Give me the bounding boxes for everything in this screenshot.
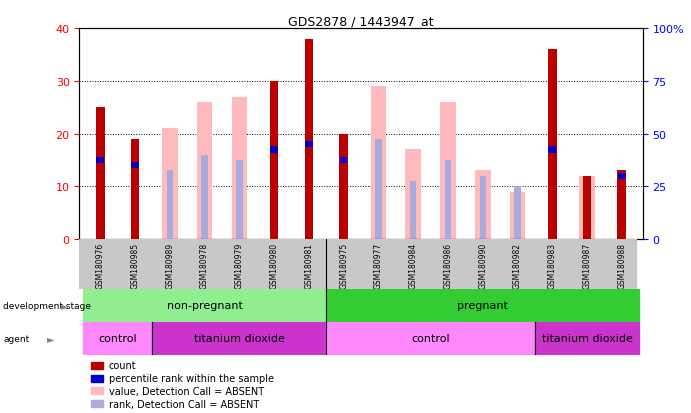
Bar: [326, 289, 639, 322]
Bar: [548, 50, 556, 240]
Bar: [91, 387, 103, 394]
Bar: [535, 322, 639, 355]
Text: development stage: development stage: [3, 301, 91, 310]
Bar: [549, 147, 556, 153]
Text: GSM180987: GSM180987: [583, 242, 591, 288]
Bar: [131, 163, 139, 169]
Bar: [584, 182, 590, 240]
Text: GSM180984: GSM180984: [408, 242, 417, 288]
Bar: [83, 289, 326, 322]
Text: percentile rank within the sample: percentile rank within the sample: [108, 373, 274, 383]
Text: GSM180983: GSM180983: [548, 242, 557, 288]
Bar: [514, 187, 520, 240]
Bar: [340, 157, 348, 164]
Bar: [91, 375, 103, 382]
Title: GDS2878 / 1443947_at: GDS2878 / 1443947_at: [288, 15, 434, 28]
Bar: [270, 147, 278, 153]
Text: GSM180981: GSM180981: [305, 242, 314, 288]
Bar: [97, 157, 104, 164]
Text: non-pregnant: non-pregnant: [167, 301, 243, 311]
Text: GSM180988: GSM180988: [617, 242, 626, 288]
Bar: [406, 150, 421, 240]
Bar: [153, 322, 326, 355]
Bar: [440, 102, 456, 240]
Text: ►: ►: [47, 334, 55, 344]
Text: GSM180989: GSM180989: [165, 242, 174, 288]
Text: pregnant: pregnant: [457, 301, 508, 311]
Bar: [91, 362, 103, 369]
Bar: [579, 176, 595, 240]
Text: GSM180980: GSM180980: [269, 242, 278, 288]
Text: GSM180976: GSM180976: [96, 242, 105, 288]
Text: titanium dioxide: titanium dioxide: [194, 334, 285, 344]
Bar: [162, 129, 178, 240]
Bar: [370, 87, 386, 240]
Bar: [339, 134, 348, 240]
Bar: [475, 171, 491, 240]
Text: GSM180977: GSM180977: [374, 242, 383, 288]
Bar: [583, 176, 591, 240]
Text: value, Detection Call = ABSENT: value, Detection Call = ABSENT: [108, 386, 264, 396]
Bar: [480, 176, 486, 240]
Text: GSM180982: GSM180982: [513, 242, 522, 288]
Bar: [236, 161, 243, 240]
Text: GSM180978: GSM180978: [200, 242, 209, 288]
Text: count: count: [108, 361, 136, 370]
Bar: [202, 155, 208, 240]
Bar: [326, 322, 535, 355]
Bar: [96, 108, 104, 240]
Text: control: control: [98, 334, 137, 344]
Text: rank, Detection Call = ABSENT: rank, Detection Call = ABSENT: [108, 399, 259, 409]
Bar: [197, 102, 212, 240]
Bar: [91, 400, 103, 407]
Text: GSM180990: GSM180990: [478, 242, 487, 288]
Bar: [375, 140, 381, 240]
Text: agent: agent: [3, 334, 30, 343]
Bar: [83, 322, 153, 355]
Text: GSM180975: GSM180975: [339, 242, 348, 288]
Bar: [618, 173, 625, 180]
Text: ►: ►: [61, 301, 68, 311]
Text: control: control: [411, 334, 450, 344]
Bar: [231, 97, 247, 240]
Bar: [305, 39, 313, 240]
Text: GSM180985: GSM180985: [131, 242, 140, 288]
Bar: [445, 161, 451, 240]
Text: GSM180979: GSM180979: [235, 242, 244, 288]
Bar: [618, 171, 626, 240]
Bar: [510, 192, 525, 240]
Bar: [131, 140, 140, 240]
Bar: [305, 142, 313, 148]
Bar: [167, 171, 173, 240]
Bar: [269, 82, 278, 240]
Bar: [410, 182, 416, 240]
Text: titanium dioxide: titanium dioxide: [542, 334, 632, 344]
Text: GSM180986: GSM180986: [444, 242, 453, 288]
